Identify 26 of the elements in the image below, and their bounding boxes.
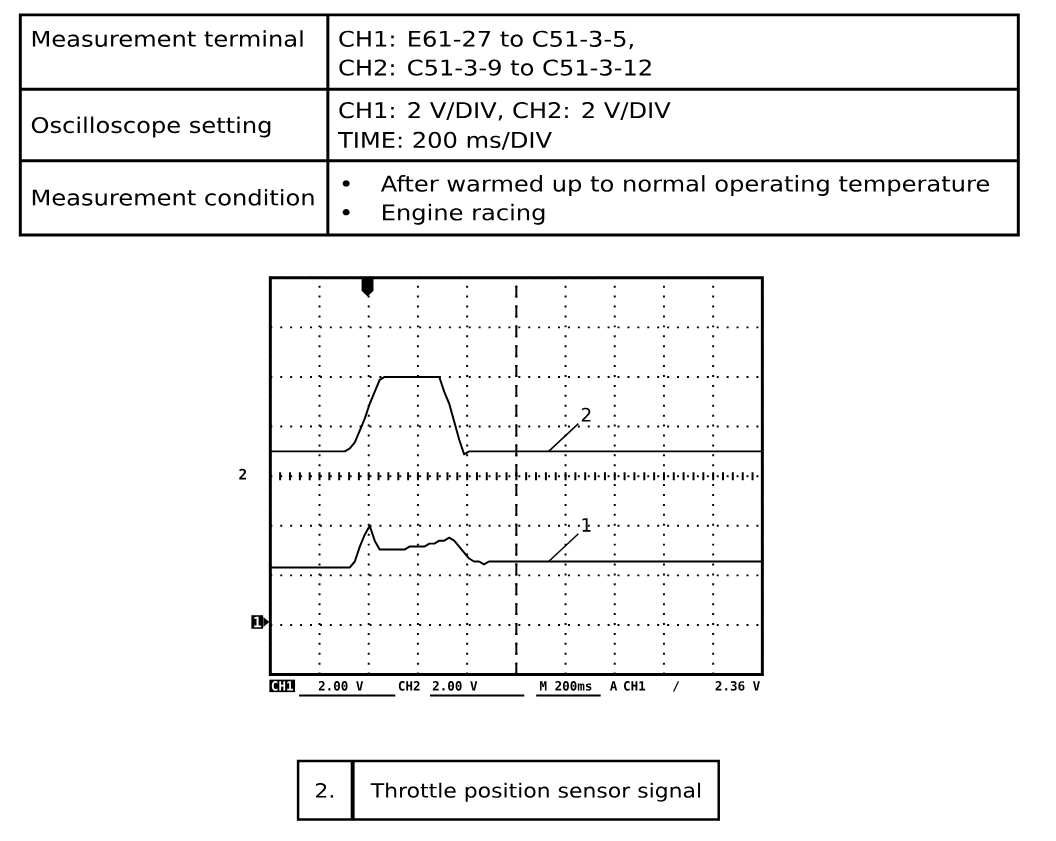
text: • [342, 209, 350, 216]
text: 2. [316, 782, 333, 798]
text: 1 [254, 616, 261, 628]
text: CH1 [271, 681, 293, 691]
text: Throttle position sensor signal [370, 782, 701, 802]
text: CH2: C51-3-9 to C51-3-12 [339, 59, 651, 76]
series-label: 2 [581, 407, 591, 422]
series-label: 1 [582, 518, 591, 532]
text: • [342, 180, 350, 187]
text: Measurement condition [32, 188, 314, 206]
text: A [609, 681, 618, 691]
text: After warmed up to normal operating temperature [380, 174, 989, 196]
text: CH1 [623, 681, 646, 691]
text: CH1: E61-27 to C51-3-5, [339, 30, 633, 50]
text: Oscilloscope setting [31, 116, 271, 138]
text: TIME: 200 ms/DIV [337, 131, 552, 150]
text: Measurement terminal [32, 30, 303, 47]
text: 2.36 V [715, 681, 760, 691]
text: Engine racing [383, 203, 545, 225]
text: / [672, 681, 680, 692]
text: 2.00 V [432, 681, 478, 691]
text: 2.00 V [318, 681, 364, 691]
text: CH1: 2 V/DIV, CH2: 2 V/DIV [339, 101, 671, 121]
text: CH2 [398, 681, 420, 691]
text: 2 [239, 468, 247, 480]
text: M 200ms [539, 681, 592, 691]
